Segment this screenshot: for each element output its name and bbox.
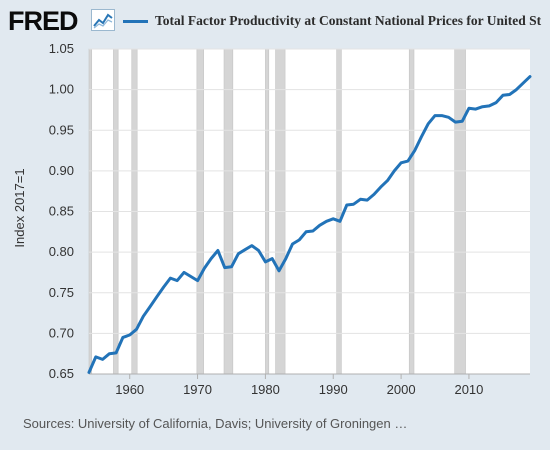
x-tick-label: 1980 [251,382,280,397]
x-tick-label: 2010 [454,382,483,397]
chart-header: FRED Total Factor Productivity at Consta… [0,0,550,42]
line-chart-icon [91,9,115,31]
y-tick-label: 0.70 [49,325,74,340]
x-tick-label: 2000 [387,382,416,397]
y-tick-label: 0.65 [49,366,74,381]
fred-logo: FRED [8,6,78,36]
y-axis-label: Index 2017=1 [12,168,27,248]
legend-swatch [123,20,148,23]
y-tick-label: 0.95 [49,122,74,137]
y-tick-label: 0.85 [49,204,74,219]
y-tick-label: 1.00 [49,82,74,97]
y-tick-label: 0.80 [49,244,74,259]
x-tick-label: 1990 [319,382,348,397]
y-tick-label: 0.75 [49,285,74,300]
legend-label: Total Factor Productivity at Constant Na… [155,13,542,28]
line-chart: 0.65 0.70 0.75 0.80 0.85 0.90 0.95 1.00 1.05 1960… [49,41,532,397]
x-tick-label: 1960 [115,382,144,397]
y-tick-label: 1.05 [49,41,74,56]
series-line [87,75,532,374]
y-tick-label: 0.90 [49,163,74,178]
x-tick-label: 1970 [183,382,212,397]
source-note[interactable]: Sources: University of California, Davis… [23,416,408,431]
